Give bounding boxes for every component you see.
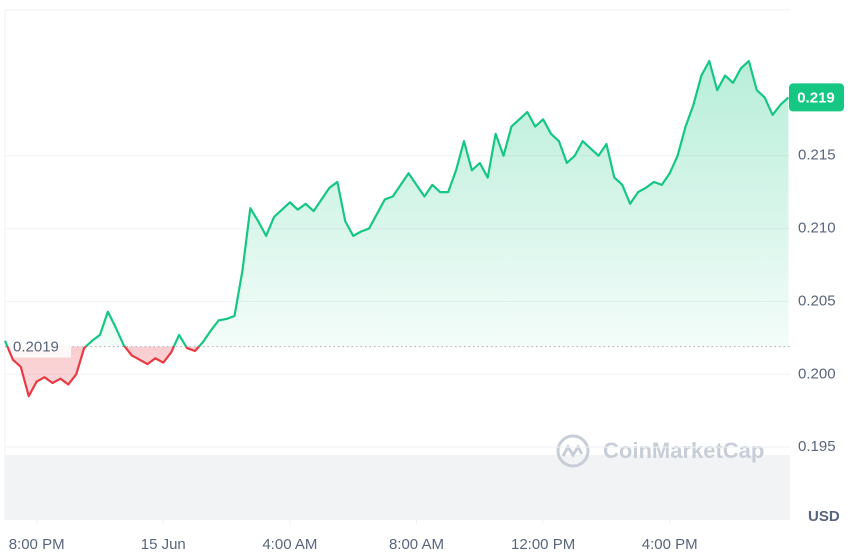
- area: [5, 61, 789, 397]
- y-tick-label: 0.215: [798, 147, 836, 164]
- price-line: [3, 59, 790, 398]
- currency-label: USD: [808, 508, 840, 525]
- x-tick-label: 8:00 AM: [389, 536, 444, 553]
- last-price-badge: [789, 83, 844, 112]
- watermark: CoinMarketCap: [603, 438, 764, 463]
- volume-area: [5, 455, 790, 520]
- y-tick-label: 0.205: [798, 292, 836, 309]
- x-tick-label: 8:00 PM: [9, 536, 65, 553]
- y-tick-label: 0.195: [798, 438, 836, 455]
- watermark-logo: [556, 434, 590, 468]
- last-price-label: 0.219: [797, 89, 835, 106]
- y-tick-label: 0.200: [798, 365, 836, 382]
- x-tick-label: 4:00 AM: [262, 536, 317, 553]
- y-tick-label: 0.210: [798, 220, 836, 237]
- x-tick-label: 4:00 PM: [642, 536, 698, 553]
- x-tick-label: 12:00 PM: [511, 536, 575, 553]
- x-tick-label: 15 Jun: [141, 536, 186, 553]
- baseline-label: 0.2019: [13, 339, 59, 356]
- baseline-label-bg: [9, 335, 71, 358]
